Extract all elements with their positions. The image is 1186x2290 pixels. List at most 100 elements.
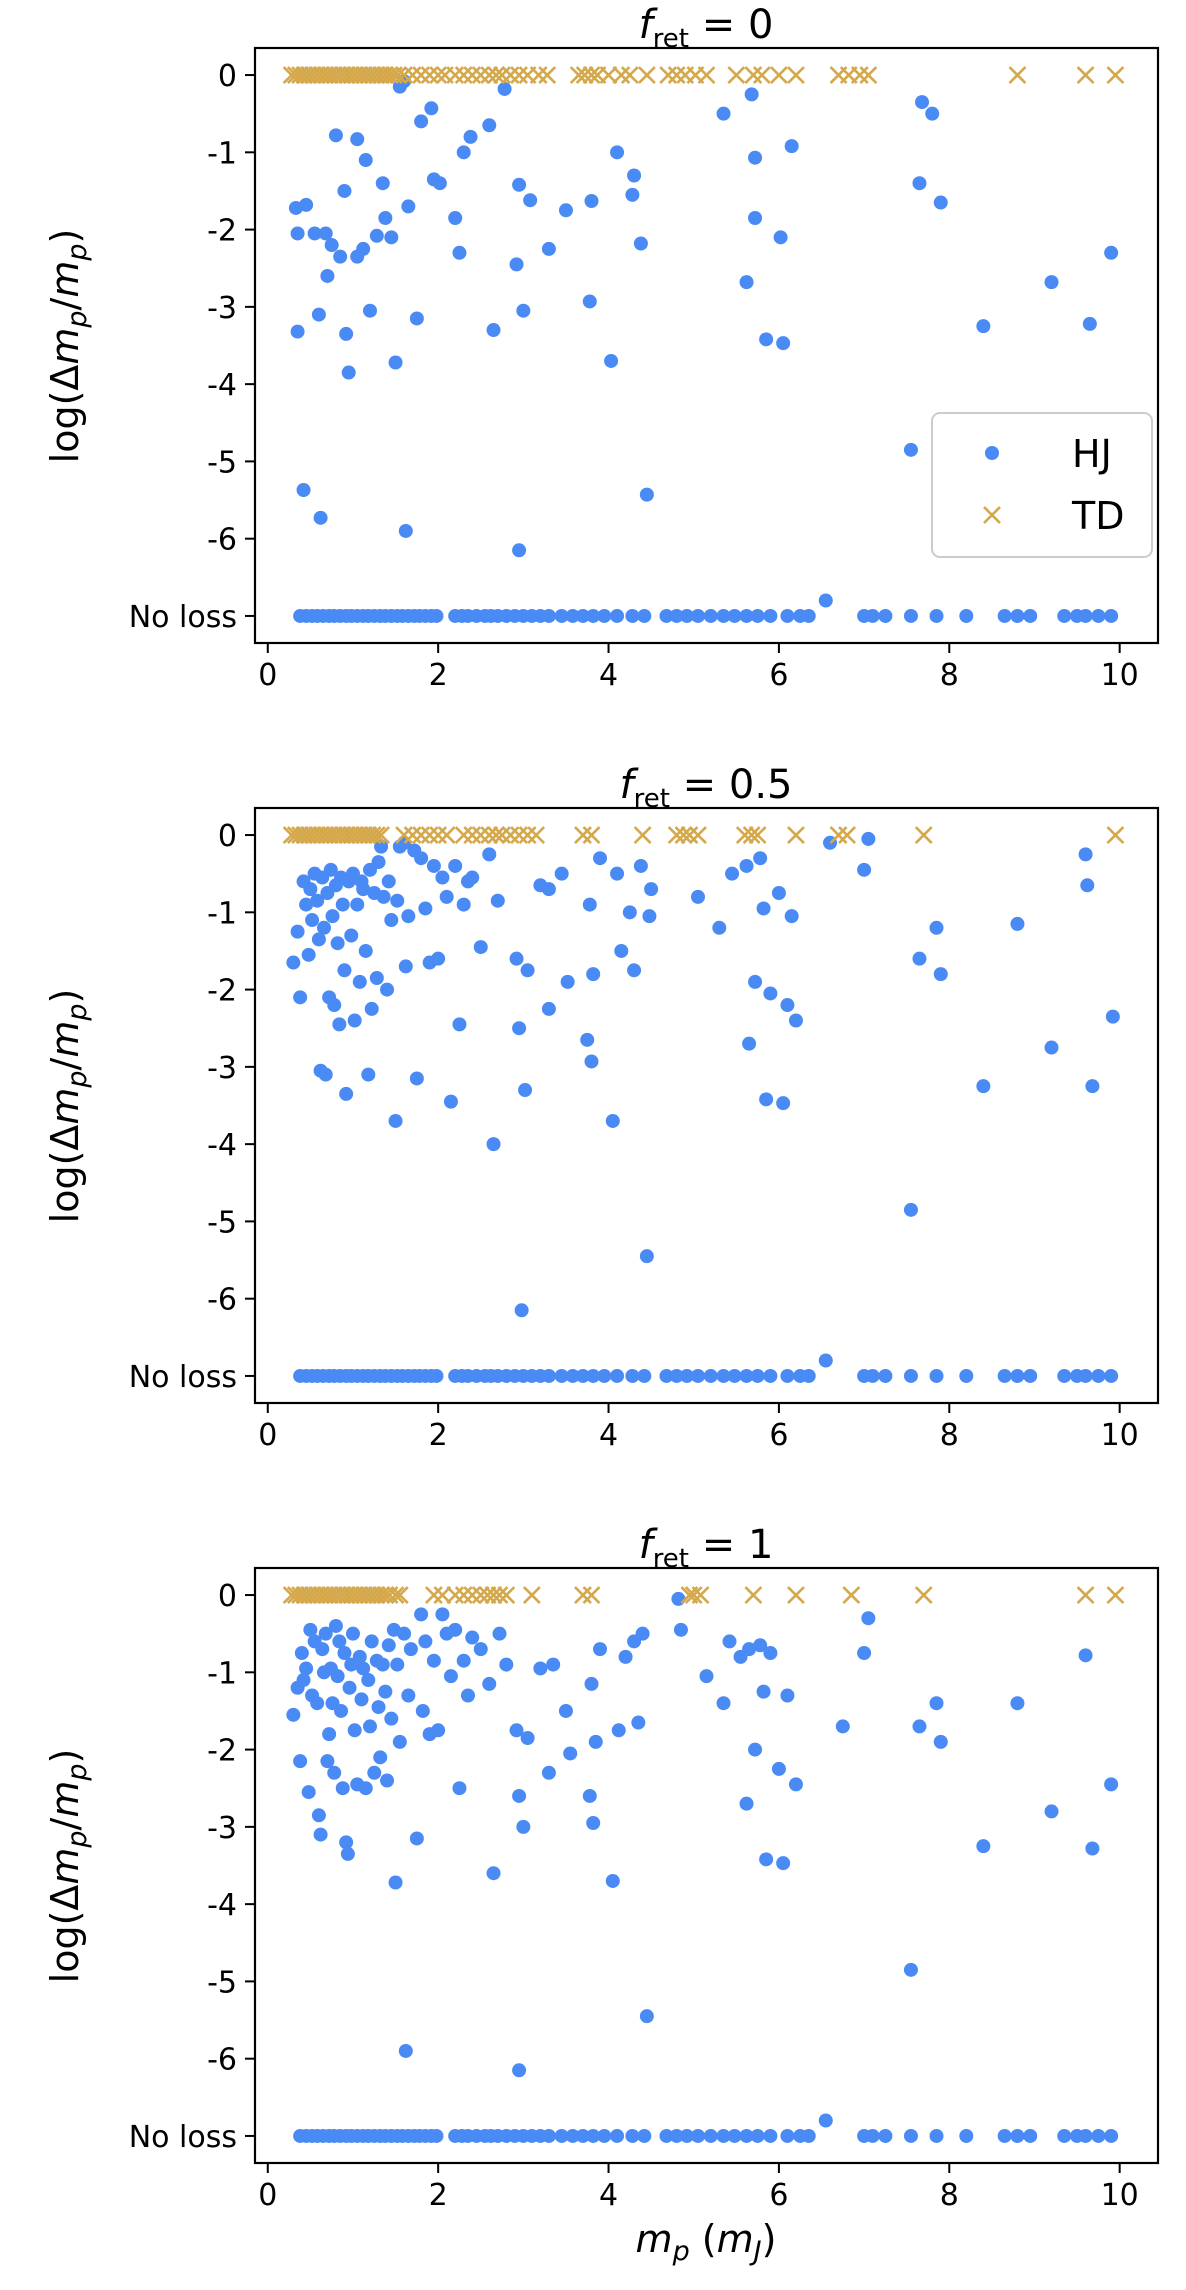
hj-point: [367, 1765, 382, 1780]
td-point: [574, 1586, 592, 1604]
hj-point: [773, 230, 788, 245]
hj-point: [554, 1368, 569, 1383]
hj-point: [301, 1785, 316, 1800]
x-axis-title: mp (mJ): [636, 2217, 777, 2267]
hj-point: [959, 1368, 974, 1383]
hj-point: [375, 176, 390, 191]
hj-point: [313, 1827, 328, 1842]
hj-point: [435, 1607, 450, 1622]
td-point: [429, 826, 448, 844]
hj-point: [541, 1001, 556, 1016]
hj-point: [299, 197, 314, 212]
x-tick-label: 10: [1101, 658, 1139, 693]
hj-point: [593, 1642, 608, 1657]
td-point: [471, 66, 490, 84]
td-point: [667, 66, 686, 84]
td-point: [312, 826, 331, 844]
hj-point: [586, 1816, 601, 1830]
hj-point: [448, 211, 463, 225]
td-point: [333, 1586, 352, 1604]
hj-point: [739, 275, 754, 290]
hj-point: [659, 2128, 674, 2143]
y-tick-label: -5: [207, 1965, 237, 2000]
hj-point: [497, 81, 512, 96]
y-tick-label: 0: [218, 59, 237, 94]
td-point: [748, 826, 767, 844]
hj-point: [337, 1646, 352, 1660]
hj-point: [324, 238, 339, 253]
hj-point: [560, 974, 575, 989]
td-point: [304, 1586, 322, 1604]
hj-point: [486, 1866, 501, 1881]
hj-point: [541, 1368, 556, 1383]
td-point: [308, 1586, 327, 1604]
td-point: [350, 826, 369, 844]
hj-point: [390, 893, 405, 908]
hj-point: [604, 353, 619, 368]
hj-point: [1082, 316, 1097, 331]
td-point: [346, 1586, 365, 1604]
hj-point: [739, 608, 754, 623]
hj-point: [929, 1696, 944, 1711]
x-tick-label: 2: [429, 2178, 448, 2213]
hj-point: [512, 1788, 527, 1803]
hj-point: [290, 324, 305, 339]
hj-point: [703, 1368, 718, 1383]
hj-point: [339, 1086, 354, 1101]
hj-point: [512, 2063, 527, 2078]
hj-point: [690, 1368, 705, 1383]
hj-point: [418, 1634, 433, 1649]
hj-point: [716, 2128, 731, 2143]
hj-point: [739, 1368, 754, 1383]
hj-point: [311, 932, 326, 947]
hj-point: [554, 608, 569, 623]
hj-point: [429, 1368, 444, 1383]
td-point: [355, 1586, 373, 1604]
td-point: [735, 826, 754, 844]
hj-point: [753, 851, 768, 866]
hj-point: [456, 897, 471, 912]
hj-point: [776, 336, 791, 351]
td-point: [744, 1586, 763, 1604]
hj-point: [753, 1638, 768, 1653]
x-tick-label: 4: [599, 658, 618, 693]
td-point: [359, 826, 378, 844]
td-point: [637, 66, 656, 84]
hj-point: [369, 228, 384, 243]
td-point: [446, 66, 465, 84]
td-point: [291, 1586, 310, 1604]
legend: HJ TD: [931, 412, 1153, 558]
hj-point: [788, 1777, 803, 1792]
hj-point: [690, 889, 705, 904]
td-point: [367, 826, 386, 844]
panel-fret-0.5: fret = 0.5 log(Δmp/mp) 0 2 4 6 8 10 0 -1 -2 -3 -4 -…: [43, 762, 1160, 1453]
hj-point: [307, 226, 322, 241]
td-point: [744, 66, 763, 84]
td-point: [633, 826, 652, 844]
y-axis-title: log(Δmp/mp): [43, 229, 93, 464]
hj-point: [429, 608, 444, 623]
td-point: [599, 66, 618, 84]
hj-point: [341, 365, 356, 380]
td-point: [538, 66, 557, 84]
td-point: [501, 66, 520, 84]
hj-point: [716, 106, 731, 121]
hj-point: [586, 608, 601, 623]
hj-point: [290, 226, 305, 241]
hj-point: [414, 851, 429, 866]
hj-point: [625, 187, 640, 202]
hj-point: [335, 1781, 350, 1796]
hj-point: [933, 195, 948, 210]
hj-point: [301, 947, 316, 962]
hj-point: [1010, 1696, 1025, 1711]
td-point: [329, 826, 348, 844]
hj-point: [305, 913, 320, 928]
hj-point: [742, 1036, 757, 1051]
hj-point: [1044, 1804, 1059, 1819]
td-point: [295, 1586, 314, 1604]
y-tick-label: -3: [207, 291, 237, 326]
hj-point: [712, 920, 727, 935]
y-tick-label: -6: [207, 2043, 237, 2078]
y-axis-title: log(Δmp/mp): [43, 989, 93, 1224]
hj-point: [490, 893, 505, 908]
